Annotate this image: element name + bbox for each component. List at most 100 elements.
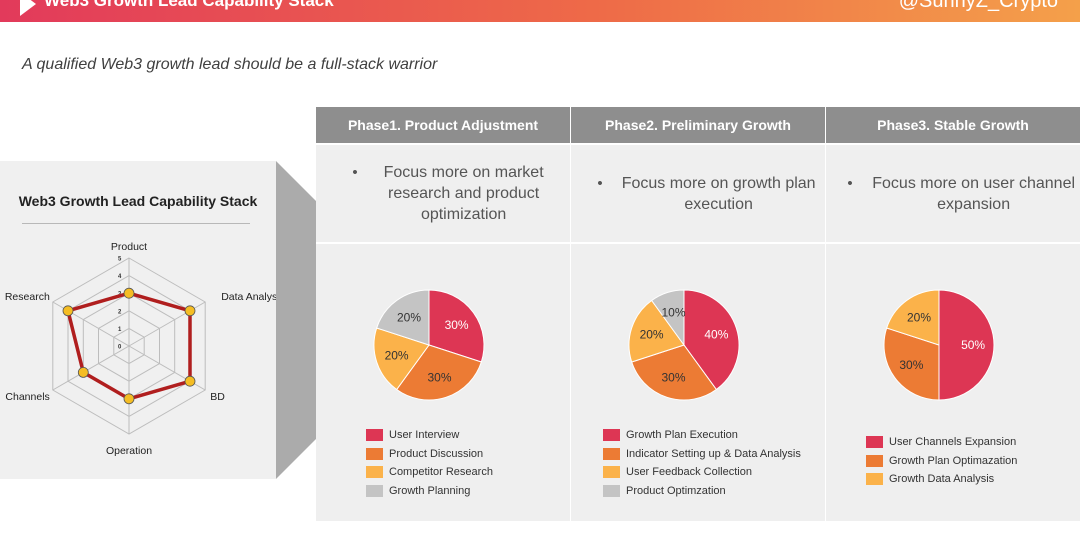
pie-data-label: 30% [899,358,923,372]
pie-slice-competitor-research [373,327,430,391]
phase-1-legend: User Interview Product Discussion Competit… [366,426,493,500]
phase-1-column: Phase1. Product Adjustment • Focus more … [316,107,570,521]
phase-2-pie: 40% 30% 20% 10% [628,289,740,401]
phase-2-focus-text: Focus more on growth plan execution [621,174,816,213]
radar-point-channels [77,366,89,378]
author-handle: @SunnyZ_Crypto [898,0,1058,12]
legend-swatch [603,466,620,479]
legend-label: User Interview [389,429,460,442]
pie-data-label: 20% [397,310,421,324]
pie-data-label: 50% [961,338,985,352]
radar-spoke [52,345,130,391]
phase-1-header: Phase1. Product Adjustment [316,107,570,143]
phase-2-legend: Growth Plan Execution Indicator Setting u… [603,426,801,500]
bullet-icon: • [597,174,603,192]
legend-label: Product Discussion [389,447,484,460]
play-arrow-icon [20,0,36,16]
radar-axis-label-operation: Operation [106,445,152,457]
pie-slice-user-feedback-collection [628,299,685,363]
pie-data-label: 30% [445,318,469,332]
radar-scale-tick: 5 [118,257,122,263]
phase-3-column: Phase3. Stable Growth • Focus more on us… [826,107,1080,521]
legend-label: Growth Plan Optimazation [889,454,1018,467]
radar-scale-tick: 2 [118,309,122,315]
pie-slice-growth-data-analysis [886,289,940,346]
legend-item: User Channels Expansion [866,433,1017,452]
pie-slice-growth-plan-optimazation [883,327,940,401]
radar-title: Web3 Growth Lead Capability Stack [18,193,258,209]
pie-slice-product-discussion [395,344,482,401]
bullet-icon: • [352,164,358,181]
pie-data-label: 40% [704,328,728,342]
legend-item: Growth Data Analysis [866,470,1017,489]
radar-scale-tick: 1 [118,327,122,333]
legend-swatch [366,447,383,460]
radar-axis-label-product: Product [111,241,147,253]
pie-slice-product-optimzation [650,289,685,347]
phase-3-legend: User Channels Expansion Growth Plan Optim… [866,433,1017,489]
legend-item: Product Optimzation [603,482,801,501]
pie-slice-user-interview [428,289,485,363]
header-title: Web3 Growth Lead Capability Stack [44,0,334,10]
legend-swatch [603,484,620,497]
pie-data-label: 20% [907,310,931,324]
title-divider [22,223,250,224]
legend-swatch [366,429,383,442]
radar-axis-label-bd: BD [210,391,225,403]
pie-data-label: 20% [385,349,409,363]
phase-1-focus: • Focus more on market research and prod… [316,145,570,242]
phase-2-column: Phase2. Preliminary Growth • Focus more … [571,107,825,521]
legend-swatch [866,436,883,449]
legend-swatch [866,473,883,486]
legend-item: Indicator Setting up & Data Analysis [603,445,801,464]
legend-swatch [603,429,620,442]
pie-slice-indicator-setting-up-data-analysis [631,344,718,401]
radar-point-data-analysis [184,305,196,317]
legend-label: Growth Planning [389,484,471,497]
phase-1-body: 30% 30% 20% 20% User Interview Product Discu… [316,244,570,521]
radar-axis-label-data-analysis: Data Analysis [221,291,276,303]
phase-3-body: 50% 30% 20% User Channels Expansion Growth … [826,244,1080,521]
radar-axis-label-channels: Channels [5,391,49,403]
pie-data-label: 30% [661,370,685,384]
legend-swatch [866,454,883,467]
legend-swatch [366,484,383,497]
legend-item: Growth Planning [366,482,493,501]
legend-item: Product Discussion [366,445,493,464]
radar-point-operation [123,393,135,405]
phase-3-pie: 50% 30% 20% [883,289,995,401]
radar-point-bd [184,375,196,387]
phase-2-body: 40% 30% 20% 10% Growth Plan Execution Indica… [571,244,825,521]
phase-3-focus-text: Focus more on user channel expansion [872,174,1076,213]
legend-label: Indicator Setting up & Data Analysis [626,447,801,460]
phase-2-header: Phase2. Preliminary Growth [571,107,825,143]
radar-axis-label-research: Research [5,291,50,303]
pie-data-label: 10% [661,306,685,320]
phase-2-focus: • Focus more on growth plan execution [571,145,825,242]
legend-item: User Feedback Collection [603,463,801,482]
phase-1-pie: 30% 30% 20% 20% [373,289,485,401]
radar-scale-tick: 0 [118,345,122,351]
bullet-icon: • [847,174,853,192]
arrow-connector-icon [276,161,316,479]
legend-label: User Feedback Collection [626,466,752,479]
subtitle: A qualified Web3 growth lead should be a… [22,56,438,73]
pie-data-label: 30% [427,370,451,384]
legend-label: Product Optimzation [626,484,726,497]
radar-point-product [123,287,135,299]
legend-swatch [366,466,383,479]
legend-swatch [603,447,620,460]
pie-slice-growth-planning [376,289,430,346]
pie-slice-user-channels-expansion [938,289,995,401]
legend-item: Growth Plan Execution [603,426,801,445]
legend-item: Growth Plan Optimazation [866,452,1017,471]
legend-label: User Channels Expansion [889,436,1017,449]
phase-1-focus-text: Focus more on market research and produc… [383,164,544,223]
legend-item: User Interview [366,426,493,445]
header-banner: Web3 Growth Lead Capability Stack @Sunny… [0,0,1080,22]
legend-label: Growth Data Analysis [889,473,995,486]
pie-slice-growth-plan-execution [683,289,740,391]
